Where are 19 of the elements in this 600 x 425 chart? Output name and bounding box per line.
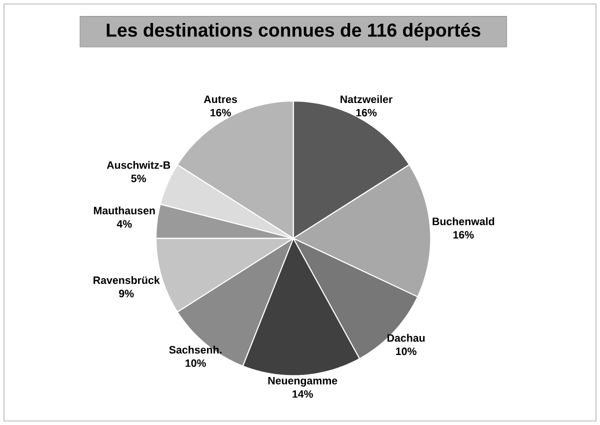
data-label: 16% bbox=[453, 231, 474, 239]
slice-label: Neuengamme bbox=[268, 376, 338, 387]
chart-title: Les destinations connues de 116 déportés bbox=[106, 22, 480, 40]
slice-label: Sachsenh. bbox=[169, 346, 222, 354]
data-label: 16% bbox=[356, 108, 377, 116]
data-label: 10% bbox=[396, 348, 416, 356]
slice-label: Buchenwald bbox=[432, 217, 494, 226]
data-label: 4% bbox=[116, 220, 132, 228]
data-label: 5% bbox=[131, 174, 146, 182]
slice-label: Dachau bbox=[388, 334, 425, 342]
slice-label: Mauthausen bbox=[94, 206, 155, 214]
slice-label: Autres bbox=[204, 96, 237, 104]
data-label: 16% bbox=[210, 108, 231, 116]
data-label: 14% bbox=[292, 390, 313, 398]
slice-label: Auschwitz-B bbox=[106, 161, 170, 169]
slice-label: Ravensbrück bbox=[94, 276, 160, 284]
data-label: 9% bbox=[119, 290, 134, 298]
slice-label: Natzweiler bbox=[340, 95, 392, 104]
data-label: 10% bbox=[186, 359, 206, 367]
